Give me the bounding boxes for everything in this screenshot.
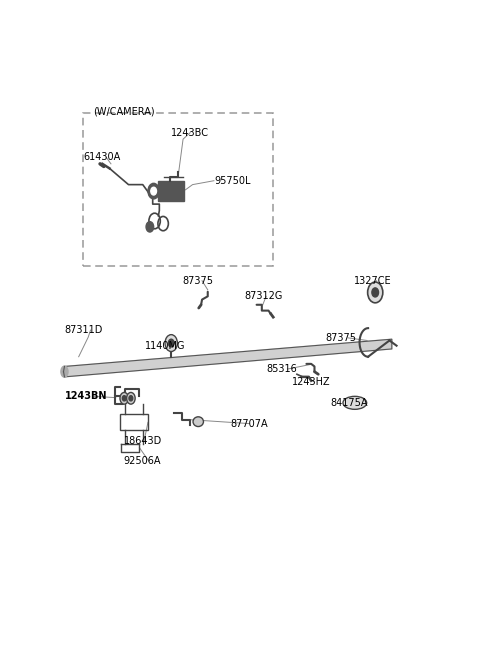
Text: 84175A: 84175A xyxy=(330,398,368,408)
Bar xyxy=(158,181,184,201)
Text: 1140MG: 1140MG xyxy=(145,341,186,350)
Text: 18643D: 18643D xyxy=(124,436,162,445)
Circle shape xyxy=(372,288,379,297)
Text: 85316: 85316 xyxy=(266,364,297,374)
Text: 87311D: 87311D xyxy=(64,325,103,335)
Text: 61430A: 61430A xyxy=(84,153,120,162)
Circle shape xyxy=(122,396,126,401)
Text: 1243BN: 1243BN xyxy=(64,391,107,402)
Circle shape xyxy=(127,392,135,404)
Ellipse shape xyxy=(61,366,68,377)
Circle shape xyxy=(148,183,159,199)
Text: 87312G: 87312G xyxy=(245,291,283,301)
Polygon shape xyxy=(64,339,392,377)
Circle shape xyxy=(368,282,383,303)
Text: 1243HZ: 1243HZ xyxy=(292,377,331,387)
Circle shape xyxy=(146,221,154,232)
Bar xyxy=(120,414,148,430)
Text: 87707A: 87707A xyxy=(230,419,268,428)
Text: 92506A: 92506A xyxy=(124,457,161,466)
Circle shape xyxy=(120,392,129,404)
Ellipse shape xyxy=(193,417,204,426)
Circle shape xyxy=(165,335,178,352)
Circle shape xyxy=(151,187,156,195)
Text: (W/CAMERA): (W/CAMERA) xyxy=(93,106,155,117)
Text: 1243BC: 1243BC xyxy=(171,128,209,138)
Circle shape xyxy=(129,396,133,401)
Circle shape xyxy=(168,339,174,347)
Text: 87375: 87375 xyxy=(325,333,356,343)
Text: 95750L: 95750L xyxy=(214,176,251,186)
Ellipse shape xyxy=(343,396,367,409)
Text: 87375: 87375 xyxy=(182,276,213,286)
Text: 1327CE: 1327CE xyxy=(354,276,392,286)
